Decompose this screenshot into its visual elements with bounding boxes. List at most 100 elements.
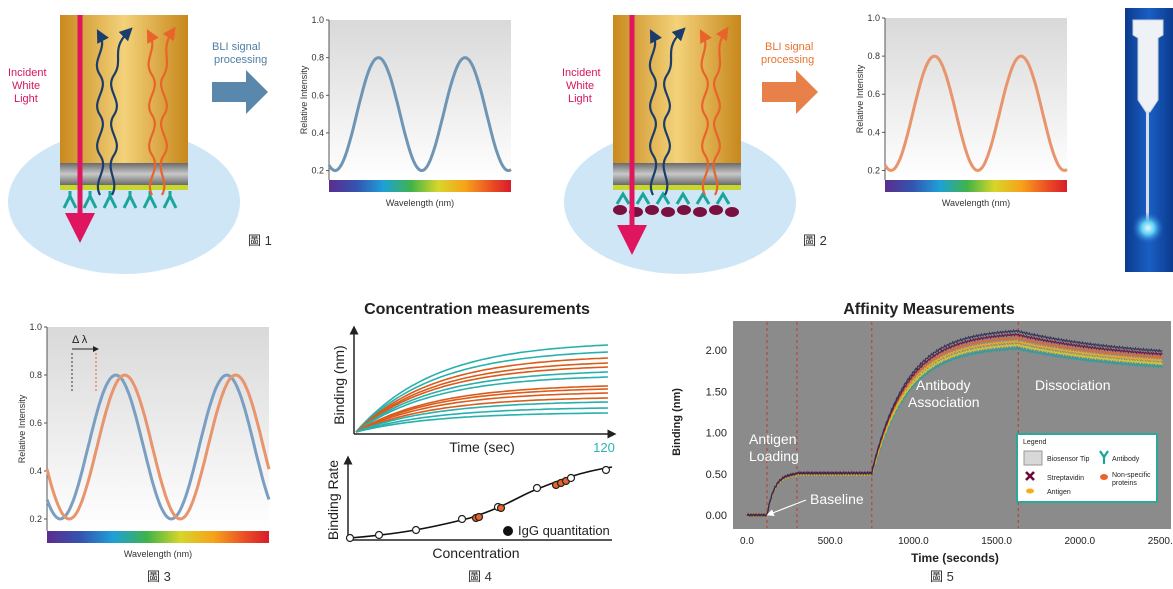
- binding-curve: [355, 351, 609, 433]
- x-axis-label: Wavelength (nm): [942, 198, 1010, 208]
- y-tick-label: 0.2: [867, 165, 880, 175]
- reflected-wave-2: [109, 27, 133, 196]
- top-x-end-label: 120: [593, 440, 615, 455]
- non-specific-proteins-icon: [1100, 474, 1108, 480]
- data-point: [496, 503, 506, 513]
- x-tick-label: 1000.0: [898, 536, 929, 547]
- y-tick-label: 1.0: [867, 13, 880, 23]
- legend-label: IgG quantitation: [518, 523, 610, 538]
- binding-curve: [355, 397, 609, 433]
- binding-curve: [355, 388, 609, 433]
- legend-item-antigen: Antigen: [1047, 489, 1071, 496]
- y-tick-label: 0.6: [867, 89, 880, 99]
- y-tick-label: 0.6: [311, 90, 324, 100]
- binding-curve: [355, 366, 609, 433]
- legend-title: Legend: [1023, 439, 1046, 446]
- x-tick-label: 2000.0: [1065, 536, 1096, 547]
- y-tick-label: 0.8: [311, 53, 324, 63]
- binding-curve: [355, 362, 609, 433]
- y-axis-label: Binding (nm): [671, 388, 683, 456]
- data-point: [457, 514, 467, 524]
- data-point: [374, 530, 384, 540]
- x-axis-label: Time (seconds): [911, 551, 999, 565]
- y-tick-label: 1.50: [706, 386, 727, 398]
- binding-traces: [746, 328, 1163, 518]
- processing-arrow: [762, 70, 818, 114]
- x-tick-label: 500.0: [818, 536, 843, 547]
- bottom-y-label: Binding Rate: [325, 460, 341, 540]
- y-axis-label: Relative Intensity: [17, 394, 27, 463]
- top-y-label: Binding (nm): [331, 345, 347, 424]
- spectrum-plot-3: 1.0 0.8 0.6 0.4 0.2 Relative Intensity Wavelen…: [17, 322, 271, 559]
- y-tick-label: 0.8: [29, 370, 42, 380]
- reference-layer: [613, 163, 741, 185]
- y-tick-label: 0.50: [706, 469, 727, 481]
- y-tick-label: 0.8: [867, 51, 880, 61]
- reflected-wave-4: [712, 26, 729, 196]
- reference-layer: [60, 163, 188, 185]
- spectrum-plot-1: 1.0 0.8 0.6 0.4 0.2 Relative Intensity Wavelen…: [299, 15, 512, 208]
- top-x-label: Time (sec): [449, 439, 515, 455]
- scatter-points: [345, 465, 611, 543]
- binding-curve: [355, 376, 609, 433]
- antibody-icon: [1099, 450, 1109, 464]
- figure-1-caption: 圖 1: [248, 233, 272, 248]
- y-tick-label: 1.0: [311, 15, 324, 25]
- y-tick-label: 0.2: [311, 166, 324, 176]
- antigen-icon: [1026, 488, 1034, 494]
- figure-2-caption: 圖 2: [803, 233, 827, 248]
- binding-curve: [355, 385, 609, 433]
- figure-5-title: Affinity Measurements: [843, 301, 1015, 318]
- legend-item-nonspecific: Non-specific proteins: [1112, 472, 1151, 487]
- y-tick-label: 1.0: [29, 322, 42, 332]
- intensity-curve: [327, 56, 512, 173]
- binding-curve: [355, 357, 609, 433]
- reflected-wave-3: [699, 29, 712, 196]
- biocompatible-layer: [613, 185, 741, 190]
- figure-5: Affinity Measurements 0.00 0.50 1.00 1.50 2.…: [671, 301, 1173, 584]
- y-axis-label: Relative Intensity: [299, 65, 309, 134]
- dissociation-label: Dissociation: [1035, 377, 1110, 393]
- binding-curve: [355, 344, 609, 433]
- reflected-wave-2: [662, 27, 686, 196]
- figure-1: Incident White Light BLI signal processing …: [8, 15, 272, 274]
- y-tick-label: 0.2: [29, 514, 42, 524]
- bottom-x-label: Concentration: [432, 545, 519, 561]
- data-point: [345, 533, 355, 543]
- biosensor-photo: [1125, 8, 1173, 272]
- figure-5-caption: 圖 5: [930, 569, 954, 584]
- bli-signal-label: BLI signal processing: [212, 41, 267, 66]
- y-tick-label: 0.4: [867, 127, 880, 137]
- reflected-wave-3: [146, 29, 159, 196]
- binding-curve: [355, 392, 609, 433]
- figure-2: Incident White Light BLI signal processing …: [562, 15, 827, 274]
- intensity-curve: [883, 54, 1068, 173]
- data-point: [474, 512, 484, 522]
- immobilized-antibodies: [62, 191, 178, 209]
- y-tick-label: 0.4: [29, 466, 42, 476]
- x-axis-label: Wavelength (nm): [124, 549, 192, 559]
- data-point: [566, 473, 576, 483]
- data-point: [411, 525, 421, 535]
- incident-light-label: Incident White Light: [562, 67, 601, 105]
- legend-item-antibody: Antibody: [1112, 456, 1140, 463]
- incident-light-label: Incident White Light: [8, 67, 47, 105]
- binding-curves: [355, 344, 609, 433]
- immobilized-antibodies: [615, 191, 731, 205]
- binding-curve: [355, 412, 608, 433]
- x-tick-label: 2500.0: [1148, 536, 1173, 547]
- binding-trace: [746, 328, 1163, 518]
- biosensor-tip-swatch: [1023, 450, 1043, 466]
- bound-antigens: [613, 205, 739, 217]
- y-tick-label: 0.00: [706, 510, 727, 522]
- bli-signal-label: BLI signal processing: [761, 41, 814, 66]
- baseline-label: Baseline: [810, 491, 864, 507]
- axes: 0.00 0.50 1.00 1.50 2.00 0.0 500.0 1000.0 1500.0…: [706, 322, 1173, 547]
- antibody-association-label: Antibody Association: [908, 377, 980, 410]
- wavelength-spectrum-bar: [47, 531, 269, 543]
- processing-arrow: [212, 70, 268, 114]
- x-tick-label: 0.0: [740, 536, 754, 547]
- y-tick-label: 0.4: [311, 128, 324, 138]
- phase-annotations: Antigen Loading Baseline Antibody Associat…: [749, 377, 1110, 507]
- spectrum-plot-2: 1.0 0.8 0.6 0.4 0.2 Relative Intensity Wavelen…: [855, 13, 1068, 208]
